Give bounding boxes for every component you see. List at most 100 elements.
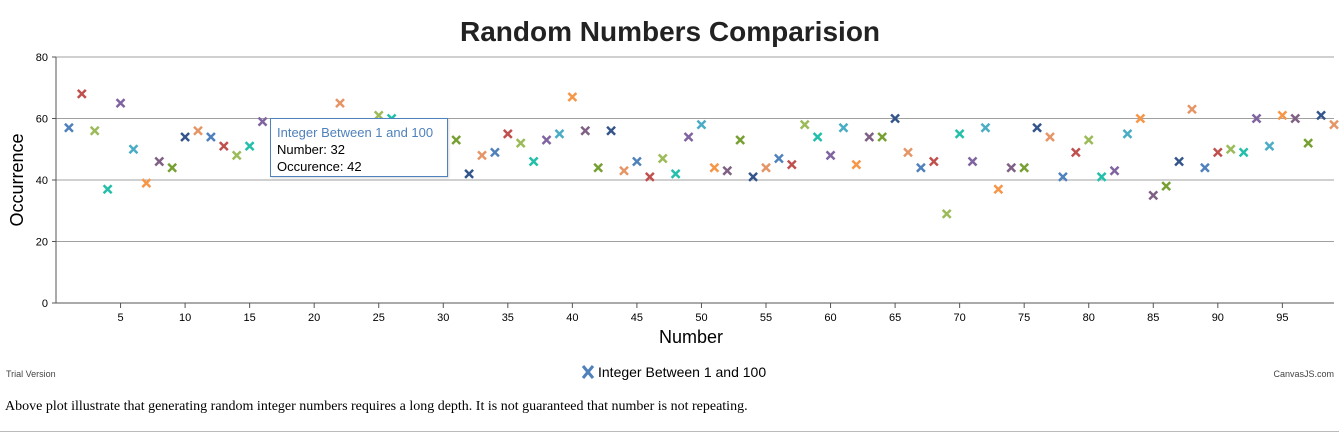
data-point[interactable] bbox=[709, 162, 720, 173]
data-point[interactable] bbox=[851, 159, 862, 170]
data-point[interactable] bbox=[1212, 147, 1223, 158]
data-point[interactable] bbox=[180, 132, 190, 142]
data-point[interactable] bbox=[1174, 156, 1184, 167]
x-tick-label: 30 bbox=[437, 312, 449, 324]
data-point[interactable] bbox=[1122, 128, 1133, 139]
data-point[interactable] bbox=[1006, 162, 1017, 173]
data-point[interactable] bbox=[1251, 113, 1262, 124]
data-point[interactable] bbox=[64, 122, 74, 133]
x-tick-label: 60 bbox=[824, 312, 836, 324]
data-point[interactable] bbox=[619, 165, 629, 176]
data-point[interactable] bbox=[1277, 110, 1288, 121]
data-point[interactable] bbox=[477, 150, 487, 161]
data-point[interactable] bbox=[257, 116, 268, 127]
x-tick-label: 20 bbox=[308, 312, 320, 324]
data-point[interactable] bbox=[941, 208, 952, 219]
data-point[interactable] bbox=[554, 128, 565, 139]
data-point[interactable] bbox=[786, 159, 797, 170]
data-point[interactable] bbox=[502, 128, 513, 139]
data-point[interactable] bbox=[1225, 144, 1236, 155]
data-point[interactable] bbox=[141, 178, 152, 188]
data-point[interactable] bbox=[864, 132, 875, 142]
data-point[interactable] bbox=[76, 89, 87, 99]
data-point[interactable] bbox=[451, 135, 462, 145]
data-point[interactable] bbox=[244, 141, 255, 152]
data-point[interactable] bbox=[774, 153, 784, 164]
data-point[interactable] bbox=[1187, 104, 1197, 115]
data-point[interactable] bbox=[748, 172, 758, 182]
data-point[interactable] bbox=[1070, 147, 1081, 158]
credit-link[interactable]: CanvasJS.com bbox=[1273, 369, 1334, 379]
data-point[interactable] bbox=[1303, 138, 1314, 148]
data-point[interactable] bbox=[761, 162, 771, 173]
data-point[interactable] bbox=[490, 147, 500, 158]
data-point[interactable] bbox=[877, 132, 888, 142]
data-point[interactable] bbox=[993, 184, 1004, 195]
data-point[interactable] bbox=[102, 184, 113, 195]
x-tick-label: 65 bbox=[889, 312, 901, 324]
data-point[interactable] bbox=[1096, 172, 1107, 182]
x-tick-label: 40 bbox=[566, 312, 578, 324]
data-point[interactable] bbox=[657, 153, 668, 164]
data-point[interactable] bbox=[903, 147, 913, 158]
data-point[interactable] bbox=[1290, 113, 1301, 124]
data-point[interactable] bbox=[1032, 122, 1042, 133]
data-point[interactable] bbox=[218, 141, 229, 152]
data-tooltip: Integer Between 1 and 100 Number: 32 Occ… bbox=[270, 118, 448, 177]
data-point[interactable] bbox=[1019, 162, 1030, 173]
x-tick-label: 55 bbox=[760, 312, 772, 324]
data-point[interactable] bbox=[1316, 110, 1326, 121]
data-point[interactable] bbox=[464, 168, 474, 179]
data-point[interactable] bbox=[890, 113, 900, 124]
data-point[interactable] bbox=[812, 132, 823, 142]
data-point[interactable] bbox=[916, 162, 926, 173]
data-point[interactable] bbox=[606, 125, 616, 136]
x-tick-label: 70 bbox=[954, 312, 966, 324]
data-point[interactable] bbox=[1135, 113, 1146, 124]
data-point[interactable] bbox=[1148, 190, 1159, 201]
data-point[interactable] bbox=[593, 162, 604, 173]
data-point[interactable] bbox=[1161, 181, 1172, 192]
legend-label[interactable]: Integer Between 1 and 100 bbox=[598, 364, 766, 380]
data-point[interactable] bbox=[1109, 165, 1120, 176]
data-point[interactable] bbox=[206, 132, 216, 142]
data-point[interactable] bbox=[1058, 172, 1068, 182]
data-point[interactable] bbox=[231, 150, 242, 161]
data-point[interactable] bbox=[632, 156, 642, 167]
data-point[interactable] bbox=[541, 135, 552, 145]
data-point[interactable] bbox=[799, 119, 810, 130]
data-point[interactable] bbox=[1238, 147, 1249, 158]
data-point[interactable] bbox=[825, 150, 836, 161]
data-point[interactable] bbox=[193, 125, 203, 136]
data-point[interactable] bbox=[154, 156, 165, 167]
data-point[interactable] bbox=[1264, 141, 1275, 152]
data-point[interactable] bbox=[580, 125, 591, 136]
data-point[interactable] bbox=[696, 119, 707, 130]
data-point[interactable] bbox=[528, 156, 539, 167]
data-point[interactable] bbox=[567, 92, 578, 102]
data-point[interactable] bbox=[683, 132, 694, 142]
data-point[interactable] bbox=[980, 122, 991, 133]
data-point[interactable] bbox=[838, 122, 849, 133]
data-point[interactable] bbox=[735, 135, 746, 145]
legend[interactable]: Integer Between 1 and 100 bbox=[581, 364, 766, 380]
data-point[interactable] bbox=[722, 165, 733, 176]
data-point[interactable] bbox=[954, 128, 965, 139]
data-point[interactable] bbox=[89, 125, 100, 136]
x-tick-label: 5 bbox=[117, 312, 123, 324]
data-point[interactable] bbox=[115, 98, 126, 109]
x-tick-label: 85 bbox=[1147, 312, 1159, 324]
data-point[interactable] bbox=[1083, 135, 1094, 145]
data-point[interactable] bbox=[1200, 162, 1210, 173]
data-point[interactable] bbox=[967, 156, 978, 167]
data-point[interactable] bbox=[515, 138, 526, 148]
data-point[interactable] bbox=[928, 156, 939, 167]
data-point[interactable] bbox=[1045, 132, 1055, 142]
data-point[interactable] bbox=[1329, 119, 1339, 130]
data-point[interactable] bbox=[335, 98, 345, 109]
tooltip-title: Integer Between 1 and 100 bbox=[277, 125, 434, 140]
data-point[interactable] bbox=[128, 144, 139, 155]
data-point[interactable] bbox=[167, 162, 178, 173]
data-point[interactable] bbox=[644, 172, 655, 182]
data-point[interactable] bbox=[670, 168, 681, 179]
